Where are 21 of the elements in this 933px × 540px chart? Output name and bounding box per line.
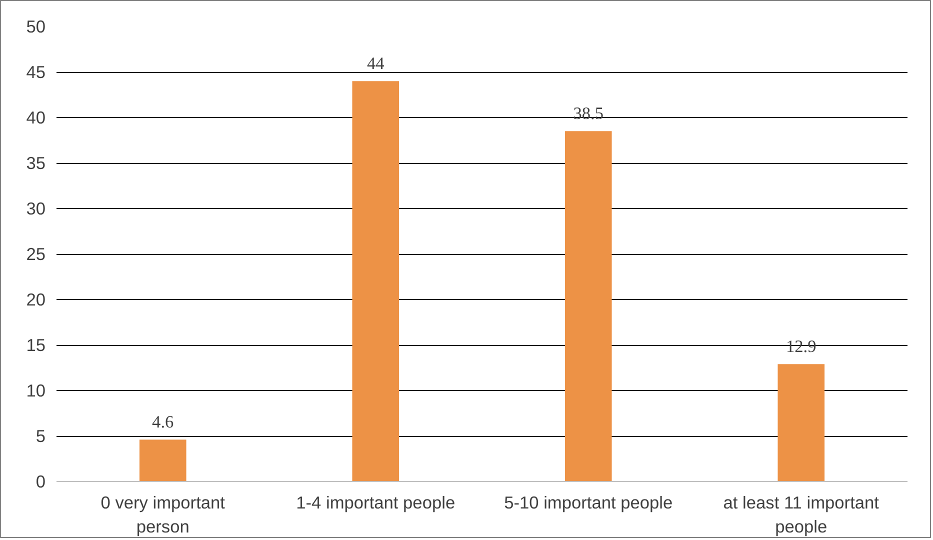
y-tick-label: 15 [26, 335, 46, 355]
bar [564, 131, 612, 482]
data-label: 44 [366, 54, 385, 74]
y-tick-label: 20 [26, 290, 46, 310]
y-tick-label: 40 [26, 108, 46, 128]
data-label: 4.6 [152, 412, 174, 432]
y-tick-label: 10 [26, 380, 46, 400]
y-tick-label: 45 [26, 62, 46, 82]
bar [352, 81, 400, 482]
bar [778, 364, 825, 482]
x-tick-label: at least 11 important people [723, 492, 880, 536]
x-tick-label: 5-10 important people [504, 492, 673, 512]
x-tick-label: 1-4 important people [296, 492, 456, 512]
y-tick-label: 25 [26, 244, 46, 264]
x-tick-label: 0 very important person [100, 492, 226, 536]
y-tick-label: 0 [36, 472, 46, 492]
y-tick-label: 30 [26, 198, 46, 218]
y-tick-label: 5 [36, 426, 46, 446]
y-tick-label: 50 [26, 16, 46, 36]
y-tick-label: 35 [26, 153, 46, 173]
bar [139, 440, 186, 482]
